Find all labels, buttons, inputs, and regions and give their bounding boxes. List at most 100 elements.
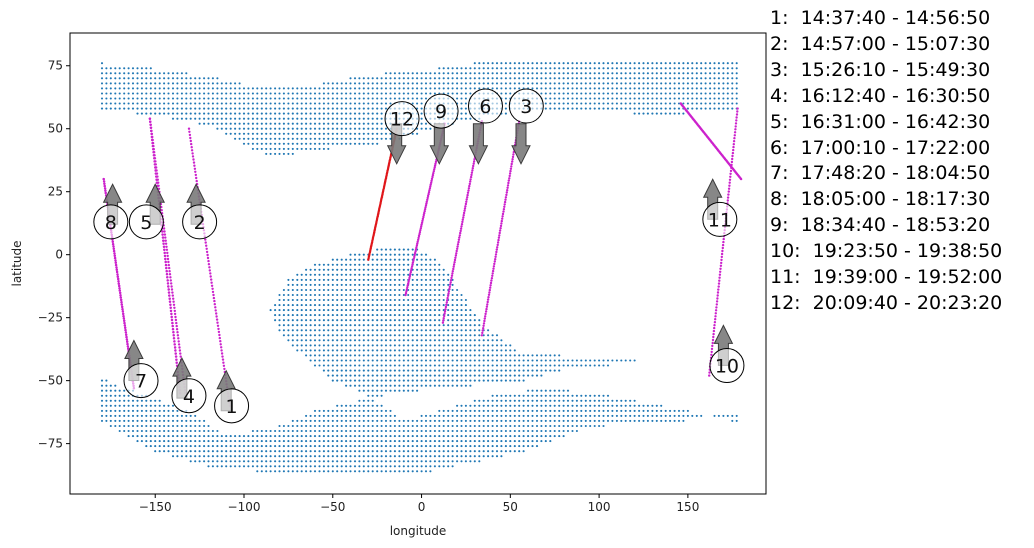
land-point (322, 147, 325, 150)
land-point (118, 87, 121, 90)
land-point (438, 298, 441, 302)
land-point (380, 102, 383, 105)
land-point (389, 253, 392, 256)
land-point (606, 102, 610, 105)
land-point (256, 92, 259, 95)
track-point (192, 161, 196, 164)
track-point (178, 346, 181, 349)
land-point (269, 152, 272, 155)
land-point (456, 369, 459, 372)
land-point (424, 268, 428, 271)
land-point (691, 107, 694, 110)
land-point (247, 92, 250, 95)
land-point (629, 404, 632, 407)
land-point (322, 117, 325, 120)
land-point (638, 404, 641, 407)
land-point (305, 429, 308, 433)
land-point (464, 102, 467, 105)
land-point (469, 339, 472, 342)
track-point (460, 223, 464, 226)
land-point (318, 102, 321, 105)
track-point (414, 250, 417, 253)
land-point (358, 465, 361, 468)
land-point (531, 359, 534, 362)
land-point (398, 379, 401, 382)
land-point (207, 435, 210, 438)
land-point (566, 409, 570, 412)
track-point (469, 180, 472, 183)
land-point (424, 273, 428, 276)
land-point (393, 278, 396, 281)
land-point (114, 102, 117, 105)
land-point (447, 445, 450, 448)
land-point (109, 92, 112, 95)
land-point (376, 394, 379, 397)
land-point (451, 359, 454, 362)
land-point (287, 288, 290, 292)
land-point (229, 87, 232, 90)
land-point (393, 268, 396, 271)
land-point (300, 445, 303, 448)
land-point (527, 67, 530, 70)
land-point (180, 117, 183, 120)
track-point (427, 191, 431, 194)
land-point (282, 424, 285, 428)
land-point (336, 339, 339, 342)
land-point (291, 147, 294, 150)
land-point (220, 450, 223, 453)
land-point (322, 142, 325, 145)
land-point (504, 102, 507, 105)
land-point (274, 87, 277, 90)
land-point (420, 314, 423, 317)
land-point (451, 314, 454, 317)
land-point (611, 62, 614, 65)
land-point (353, 424, 357, 428)
land-point (318, 465, 321, 468)
track-point (162, 239, 165, 242)
land-point (433, 92, 436, 95)
land-point (282, 455, 285, 458)
land-point (429, 349, 432, 352)
land-point (251, 92, 254, 95)
land-point (726, 67, 729, 70)
land-point (500, 77, 503, 80)
land-point (416, 263, 419, 266)
land-point (216, 97, 219, 100)
land-point (527, 419, 530, 422)
land-point (287, 142, 290, 145)
land-point (527, 72, 530, 75)
land-point (633, 359, 636, 362)
land-point (376, 364, 379, 367)
land-point (433, 344, 436, 347)
land-point (336, 334, 339, 337)
land-point (646, 97, 649, 100)
land-point (522, 394, 525, 397)
land-point (535, 374, 539, 377)
land-point (482, 359, 485, 362)
land-point (660, 62, 663, 65)
land-point (313, 107, 317, 110)
land-point (731, 77, 734, 80)
land-point (535, 419, 539, 422)
land-point (358, 273, 361, 276)
land-point (416, 440, 419, 443)
track-point (173, 340, 176, 343)
land-point (353, 314, 357, 317)
land-point (518, 435, 521, 438)
land-point (198, 450, 201, 453)
land-point (327, 283, 330, 286)
land-point (136, 97, 139, 100)
land-point (584, 92, 587, 95)
land-point (473, 339, 476, 342)
land-point (416, 298, 419, 302)
land-point (278, 424, 281, 428)
land-point (393, 77, 396, 80)
land-point (544, 67, 547, 70)
land-point (478, 379, 481, 382)
land-point (438, 268, 441, 271)
land-point (535, 409, 539, 412)
land-point (402, 349, 405, 352)
track-point (430, 177, 434, 181)
land-point (478, 359, 481, 362)
land-point (398, 72, 401, 75)
